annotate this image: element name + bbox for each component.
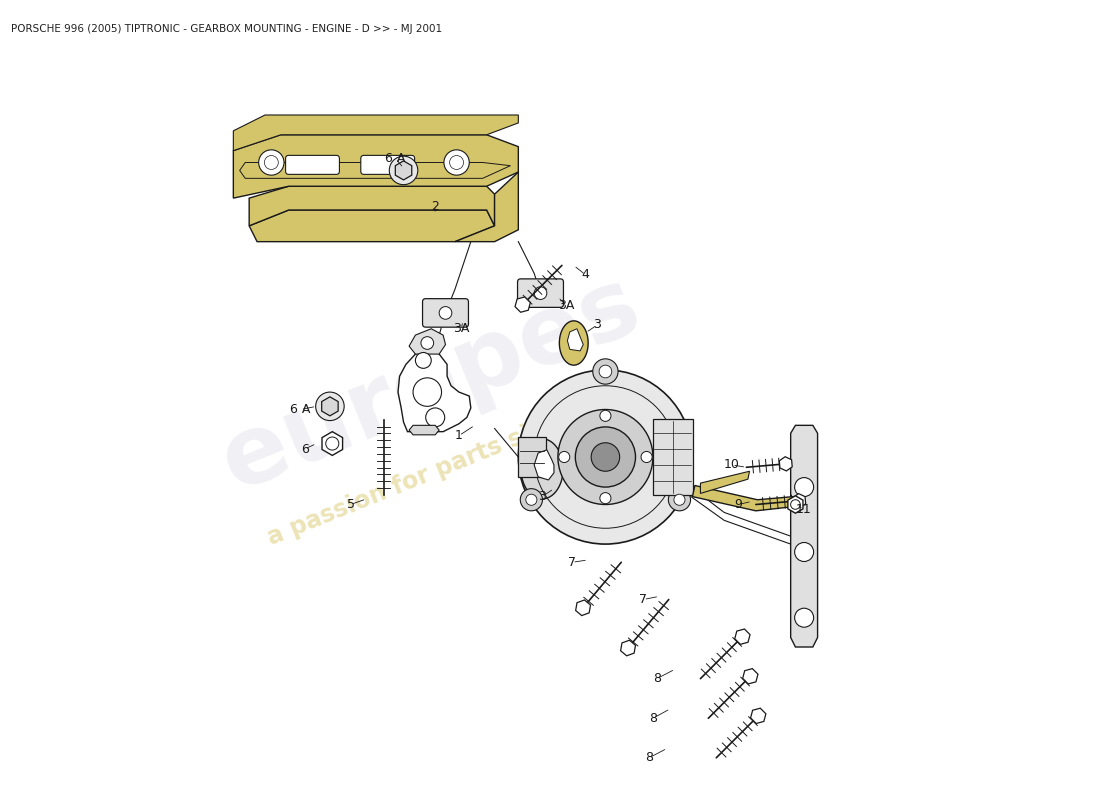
- Text: 3: 3: [594, 318, 602, 331]
- Text: 8: 8: [645, 751, 653, 764]
- Circle shape: [559, 451, 570, 462]
- Circle shape: [669, 489, 691, 511]
- Circle shape: [421, 337, 433, 350]
- Text: 6 A: 6 A: [385, 152, 406, 165]
- Text: 8: 8: [653, 672, 661, 685]
- Circle shape: [794, 608, 814, 627]
- Circle shape: [412, 378, 441, 406]
- Polygon shape: [568, 329, 583, 351]
- Circle shape: [591, 442, 619, 471]
- FancyBboxPatch shape: [361, 155, 415, 174]
- FancyBboxPatch shape: [422, 298, 469, 327]
- Text: a passion for parts since 1985: a passion for parts since 1985: [264, 377, 646, 550]
- Circle shape: [426, 408, 444, 427]
- Polygon shape: [455, 172, 518, 242]
- Text: 1: 1: [455, 429, 463, 442]
- Polygon shape: [620, 640, 636, 656]
- Text: 11: 11: [795, 502, 811, 516]
- Polygon shape: [322, 432, 342, 455]
- FancyBboxPatch shape: [517, 279, 563, 307]
- Polygon shape: [788, 496, 803, 514]
- Text: 8: 8: [649, 712, 657, 725]
- Circle shape: [593, 359, 618, 384]
- Polygon shape: [321, 397, 338, 416]
- Text: 6 A: 6 A: [290, 403, 311, 416]
- Text: 6: 6: [300, 442, 308, 455]
- Circle shape: [258, 150, 284, 175]
- Circle shape: [450, 155, 463, 170]
- Text: 5: 5: [346, 498, 354, 511]
- Circle shape: [389, 156, 418, 185]
- Polygon shape: [409, 329, 446, 354]
- Polygon shape: [395, 161, 411, 180]
- Circle shape: [526, 494, 537, 506]
- Text: 3A: 3A: [453, 322, 470, 335]
- Polygon shape: [735, 629, 750, 644]
- Text: 7: 7: [569, 556, 576, 569]
- Circle shape: [520, 489, 542, 511]
- Polygon shape: [409, 426, 439, 435]
- Circle shape: [641, 451, 652, 462]
- Text: PORSCHE 996 (2005) TIPTRONIC - GEARBOX MOUNTING - ENGINE - D >> - MJ 2001: PORSCHE 996 (2005) TIPTRONIC - GEARBOX M…: [11, 24, 442, 34]
- Polygon shape: [521, 439, 563, 499]
- Circle shape: [264, 155, 278, 170]
- Polygon shape: [398, 349, 471, 432]
- FancyBboxPatch shape: [286, 155, 340, 174]
- Polygon shape: [240, 162, 510, 178]
- Polygon shape: [515, 297, 530, 312]
- Polygon shape: [535, 450, 554, 480]
- Polygon shape: [653, 419, 693, 495]
- Circle shape: [791, 500, 800, 510]
- Polygon shape: [250, 186, 495, 226]
- Polygon shape: [750, 708, 766, 723]
- Polygon shape: [518, 438, 546, 477]
- Circle shape: [535, 286, 547, 299]
- Polygon shape: [693, 486, 794, 511]
- Circle shape: [326, 437, 339, 450]
- Text: 2: 2: [431, 199, 439, 213]
- Polygon shape: [791, 426, 817, 647]
- Text: 3: 3: [538, 490, 546, 503]
- Circle shape: [794, 542, 814, 562]
- Polygon shape: [779, 457, 792, 471]
- Text: 10: 10: [724, 458, 740, 471]
- Circle shape: [444, 150, 470, 175]
- Circle shape: [558, 410, 653, 505]
- Circle shape: [794, 478, 814, 497]
- Polygon shape: [793, 494, 805, 508]
- Circle shape: [600, 493, 610, 504]
- Polygon shape: [701, 471, 749, 494]
- Circle shape: [439, 306, 452, 319]
- Polygon shape: [742, 669, 758, 684]
- Circle shape: [416, 353, 431, 368]
- Circle shape: [600, 410, 610, 422]
- Text: 9: 9: [735, 498, 743, 511]
- Polygon shape: [560, 321, 588, 365]
- Circle shape: [600, 365, 612, 378]
- Circle shape: [674, 494, 685, 506]
- Text: 4: 4: [582, 269, 590, 282]
- Circle shape: [518, 370, 693, 544]
- Circle shape: [575, 427, 636, 487]
- Polygon shape: [575, 600, 591, 615]
- Text: europes: europes: [208, 258, 654, 510]
- Polygon shape: [233, 134, 518, 198]
- Polygon shape: [250, 210, 495, 242]
- Text: 7: 7: [639, 593, 648, 606]
- Polygon shape: [233, 115, 518, 150]
- Circle shape: [316, 392, 344, 421]
- Text: 3A: 3A: [558, 298, 574, 311]
